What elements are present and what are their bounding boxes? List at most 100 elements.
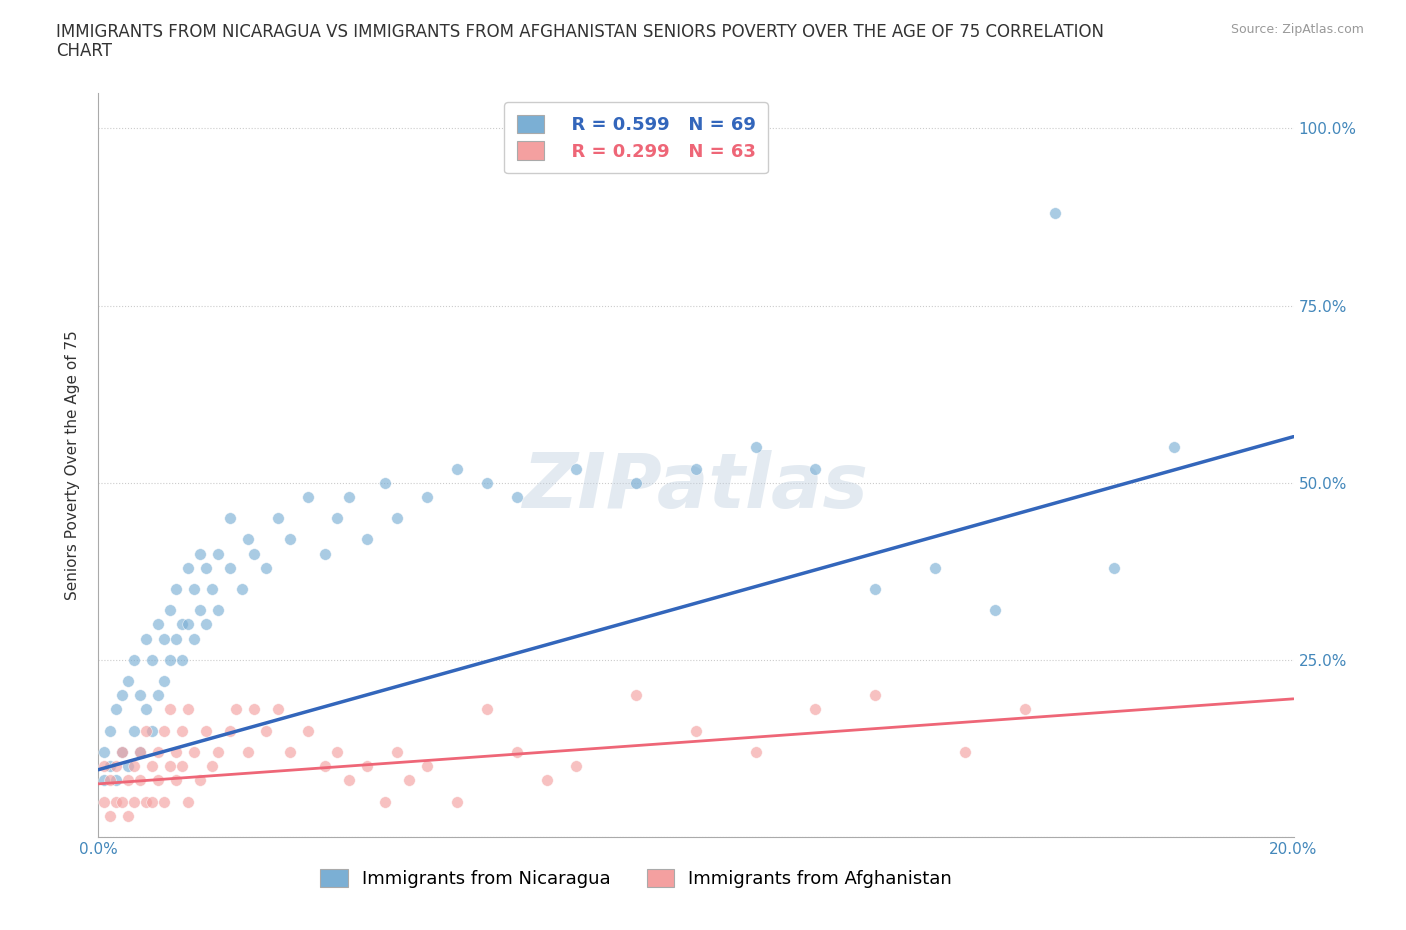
- Point: [356, 759, 378, 774]
- Point: [188, 546, 211, 561]
- Point: [111, 745, 134, 760]
- Point: [148, 688, 170, 703]
- Point: [984, 603, 1007, 618]
- Point: [195, 617, 218, 631]
- Point: [98, 773, 122, 788]
- Point: [201, 581, 224, 596]
- Point: [865, 581, 887, 596]
- Point: [124, 724, 146, 738]
- Point: [159, 759, 181, 774]
- Point: [315, 759, 337, 774]
- Point: [626, 688, 648, 703]
- Point: [243, 702, 266, 717]
- Point: [159, 603, 181, 618]
- Point: [141, 794, 163, 809]
- Point: [141, 759, 163, 774]
- Point: [124, 653, 146, 668]
- Point: [278, 745, 301, 760]
- Point: [685, 461, 707, 476]
- Point: [254, 560, 277, 575]
- Point: [219, 724, 242, 738]
- Point: [93, 773, 115, 788]
- Point: [172, 617, 194, 631]
- Point: [172, 759, 194, 774]
- Point: [267, 702, 290, 717]
- Point: [117, 759, 139, 774]
- Point: [924, 560, 946, 575]
- Point: [153, 631, 176, 646]
- Point: [98, 808, 122, 823]
- Point: [159, 702, 181, 717]
- Point: [804, 702, 827, 717]
- Point: [117, 773, 139, 788]
- Point: [117, 673, 139, 688]
- Point: [254, 724, 277, 738]
- Point: [141, 724, 163, 738]
- Point: [207, 603, 229, 618]
- Point: [506, 745, 529, 760]
- Point: [416, 759, 439, 774]
- Point: [953, 745, 976, 760]
- Point: [93, 745, 115, 760]
- Text: Source: ZipAtlas.com: Source: ZipAtlas.com: [1230, 23, 1364, 36]
- Point: [416, 489, 439, 504]
- Point: [183, 631, 205, 646]
- Point: [297, 489, 319, 504]
- Point: [159, 653, 181, 668]
- Point: [339, 773, 361, 788]
- Point: [129, 773, 152, 788]
- Point: [626, 475, 648, 490]
- Point: [177, 617, 200, 631]
- Point: [385, 511, 409, 525]
- Point: [1043, 206, 1066, 221]
- Point: [153, 794, 176, 809]
- Point: [165, 773, 187, 788]
- Point: [207, 546, 229, 561]
- Point: [374, 475, 396, 490]
- Point: [135, 794, 157, 809]
- Point: [685, 724, 707, 738]
- Point: [236, 532, 259, 547]
- Point: [183, 581, 205, 596]
- Point: [236, 745, 259, 760]
- Point: [141, 653, 163, 668]
- Point: [93, 794, 115, 809]
- Point: [745, 440, 768, 455]
- Point: [745, 745, 768, 760]
- Legend: Immigrants from Nicaragua, Immigrants from Afghanistan: Immigrants from Nicaragua, Immigrants fr…: [307, 854, 966, 902]
- Point: [148, 745, 170, 760]
- Point: [153, 724, 176, 738]
- Point: [326, 511, 349, 525]
- Point: [111, 745, 134, 760]
- Point: [165, 581, 187, 596]
- Point: [111, 688, 134, 703]
- Point: [129, 745, 152, 760]
- Point: [148, 617, 170, 631]
- Point: [225, 702, 247, 717]
- Point: [267, 511, 290, 525]
- Point: [117, 808, 139, 823]
- Point: [1014, 702, 1036, 717]
- Point: [219, 560, 242, 575]
- Point: [446, 794, 468, 809]
- Point: [172, 653, 194, 668]
- Point: [475, 475, 498, 490]
- Text: ZIPatlas: ZIPatlas: [523, 450, 869, 525]
- Point: [297, 724, 319, 738]
- Point: [135, 702, 157, 717]
- Point: [536, 773, 558, 788]
- Point: [183, 745, 205, 760]
- Point: [98, 724, 122, 738]
- Point: [231, 581, 253, 596]
- Point: [475, 702, 498, 717]
- Point: [93, 759, 115, 774]
- Point: [804, 461, 827, 476]
- Point: [195, 560, 218, 575]
- Point: [135, 631, 157, 646]
- Text: CHART: CHART: [56, 42, 112, 60]
- Point: [135, 724, 157, 738]
- Point: [506, 489, 529, 504]
- Point: [172, 724, 194, 738]
- Point: [865, 688, 887, 703]
- Point: [124, 759, 146, 774]
